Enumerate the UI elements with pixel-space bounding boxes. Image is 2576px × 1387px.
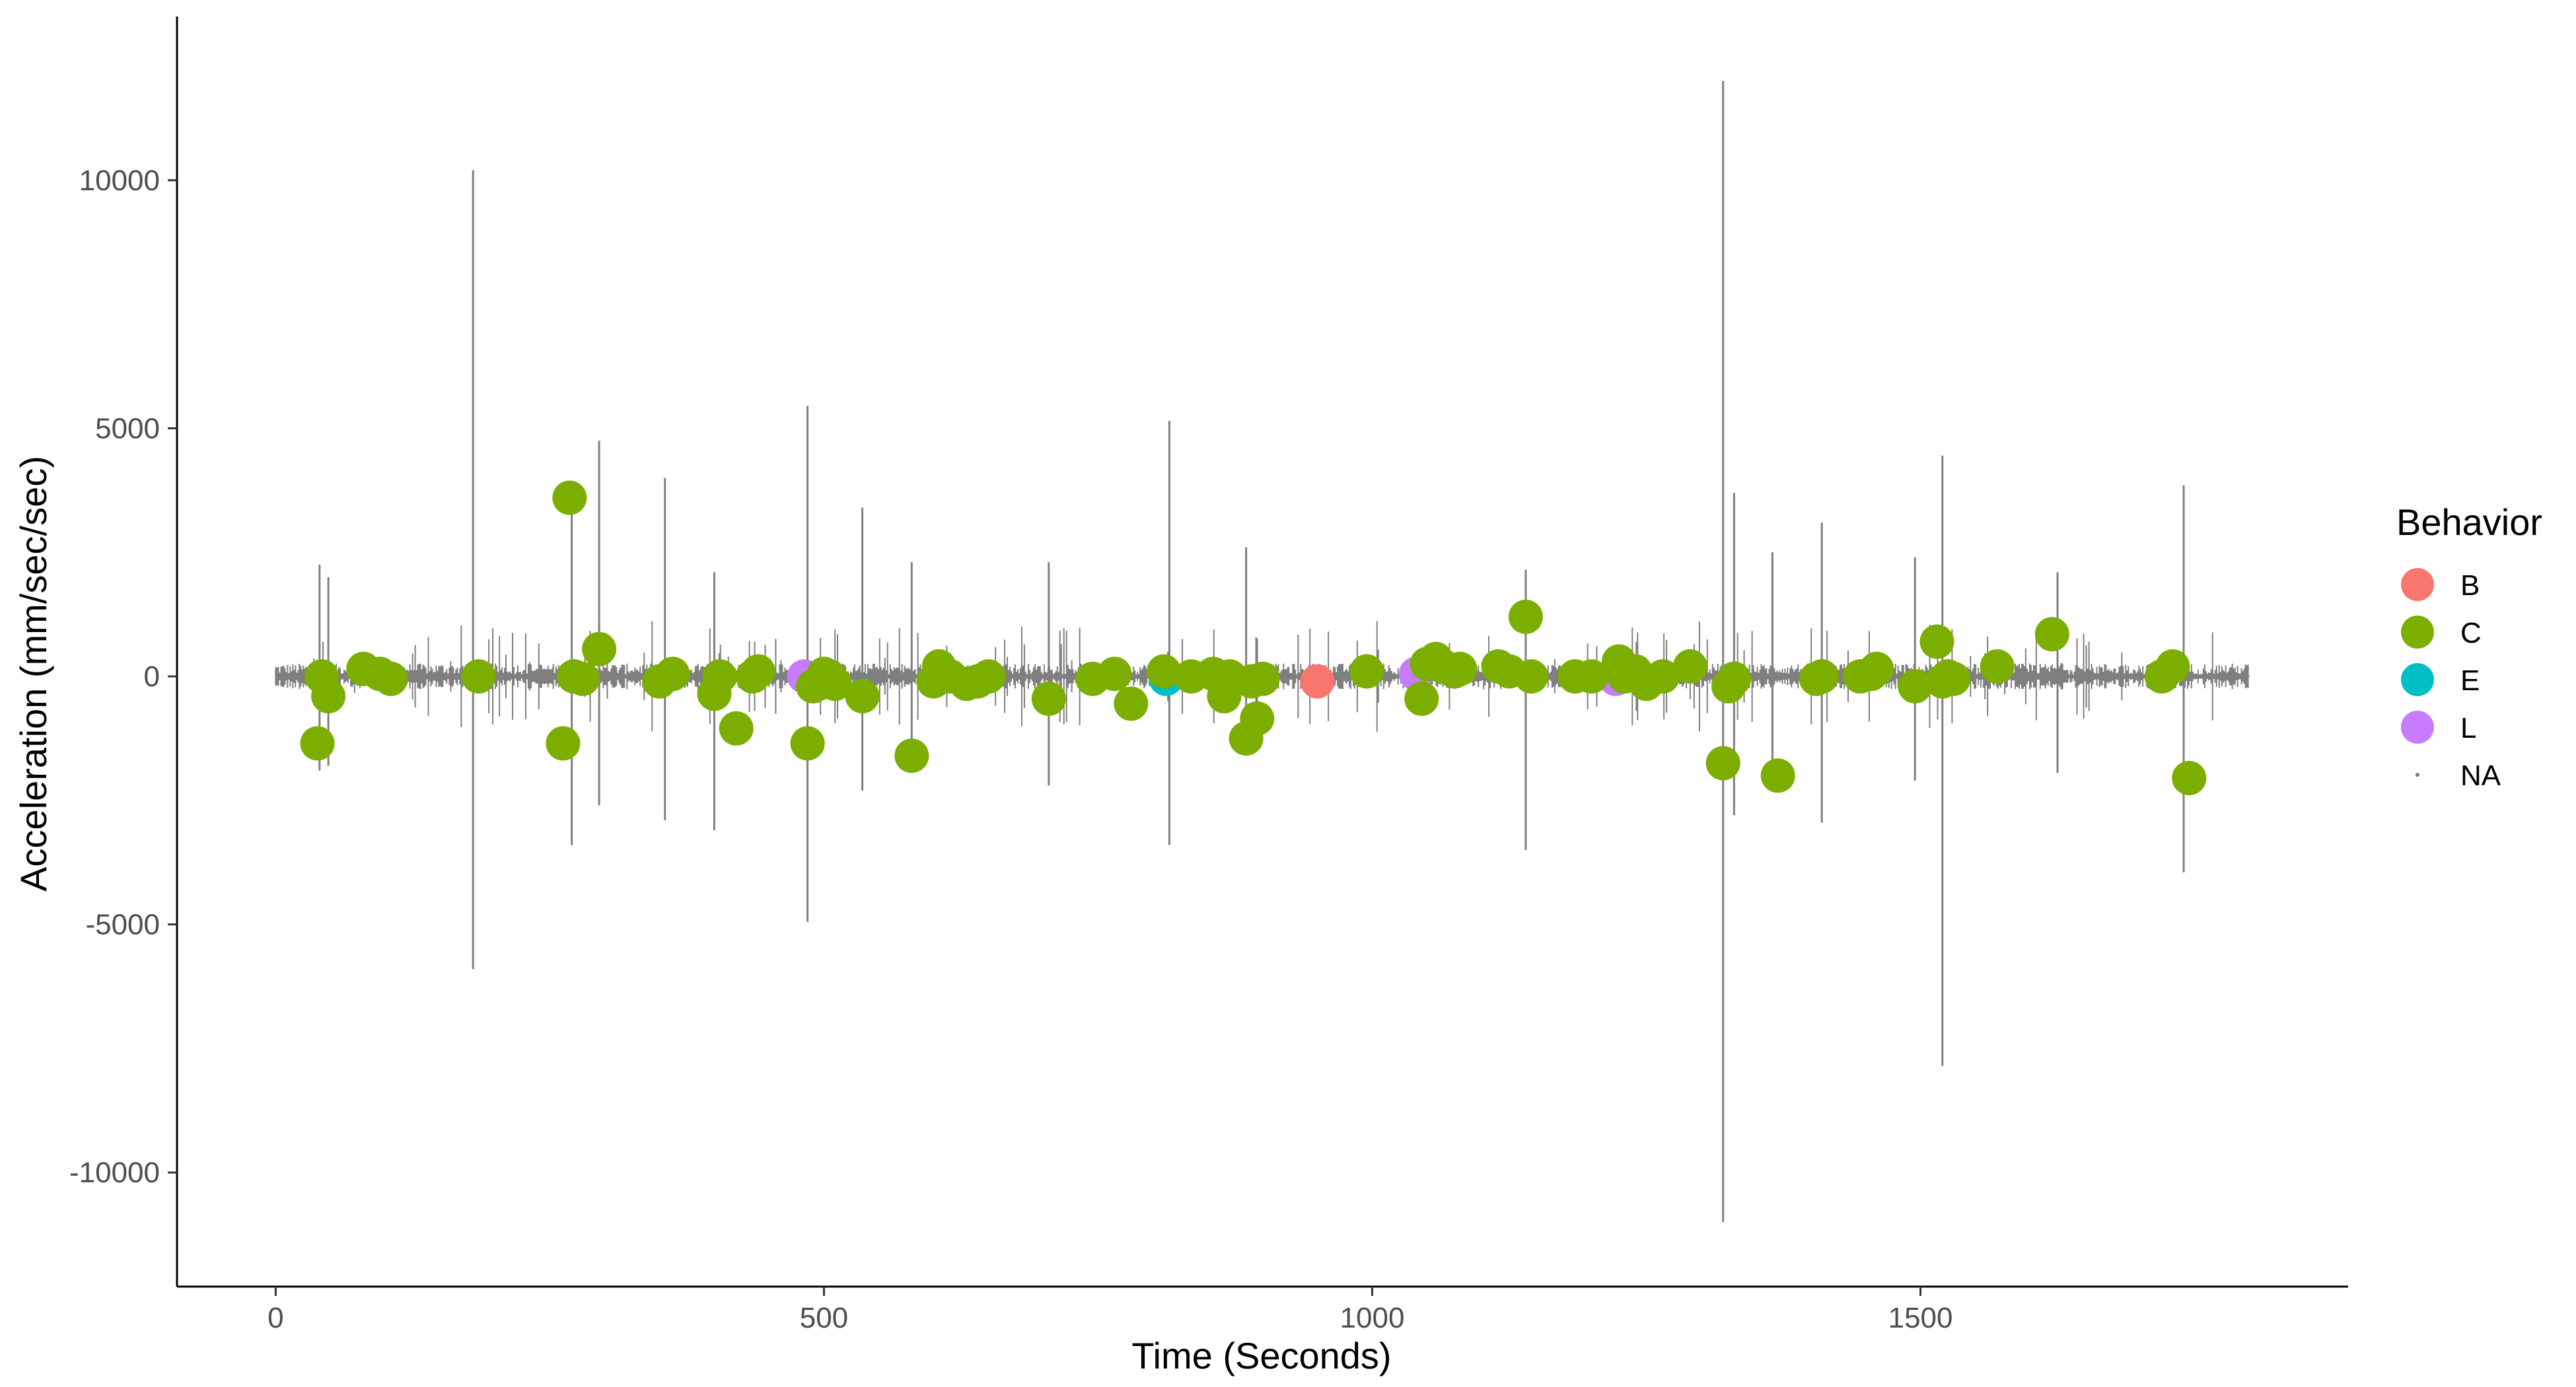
acceleration-trace [275,81,2250,1223]
x-tick-label: 500 [800,1302,848,1334]
point-c [461,659,496,694]
point-c [818,666,853,701]
y-ticks: 10000 5000 0 -5000 -10000 [69,164,177,1189]
point-c [1443,651,1478,686]
point-c [582,631,617,666]
point-c [1919,624,1954,659]
point-c [1404,681,1439,716]
y-tick-label: -5000 [85,909,160,941]
legend-label: C [2460,617,2482,649]
point-c [971,659,1006,694]
x-tick-label: 1500 [1888,1302,1953,1334]
point-c [1508,599,1543,634]
y-tick-label: 5000 [95,412,160,445]
point-c [1980,649,2015,684]
point-c [719,711,754,746]
x-axis-title: Time (Seconds) [1131,1335,1391,1376]
legend-key-c [2401,616,2434,649]
point-c [1859,651,1894,686]
legend-label: L [2460,712,2476,744]
point-c [373,661,408,696]
point-c [790,726,825,761]
point-c [1245,661,1280,696]
point-c [1031,681,1066,716]
point-c [894,738,929,773]
point-c [655,657,690,692]
point-c [845,679,880,714]
legend-key-b [2401,568,2434,601]
point-c [1147,654,1182,689]
x-ticks: 0 500 1000 1500 [268,1287,1953,1334]
legend-label: B [2460,569,2480,602]
point-c [1717,661,1752,696]
point-c [1240,701,1275,736]
point-b [1300,664,1335,699]
y-axis-title: Acceleration (mm/sec/sec) [13,456,54,892]
y-tick-label: 0 [144,660,160,693]
legend-key-na [2415,773,2419,777]
point-c [1574,659,1609,694]
point-c [300,726,335,761]
point-c [702,659,737,694]
point-c [1672,649,1707,684]
point-c [2034,617,2069,652]
point-c [1898,669,1933,704]
legend-title: Behavior [2396,501,2542,543]
y-tick-label: -10000 [69,1156,160,1189]
point-c [552,480,587,515]
legend-label: E [2460,664,2480,697]
point-c [1645,659,1680,694]
x-tick-label: 0 [268,1302,283,1334]
point-c [1097,657,1132,692]
point-c [311,679,346,714]
point-c [1805,659,1840,694]
legend-key-e [2401,663,2434,696]
legend-label: NA [2460,760,2501,792]
behavior-points [300,480,2207,795]
point-c [1936,661,1971,696]
axes [176,17,2348,1288]
y-tick-label: 10000 [79,164,160,197]
point-c [740,654,775,689]
point-c [1760,758,1795,793]
point-c [2172,761,2207,795]
point-c [1705,746,1740,781]
x-tick-label: 1000 [1340,1302,1405,1334]
point-c [565,661,600,696]
point-c [546,726,581,761]
point-c [1514,659,1549,694]
point-c [2155,649,2190,684]
point-c [1349,654,1384,689]
point-c [1114,686,1149,721]
legend-key-l [2401,711,2434,744]
